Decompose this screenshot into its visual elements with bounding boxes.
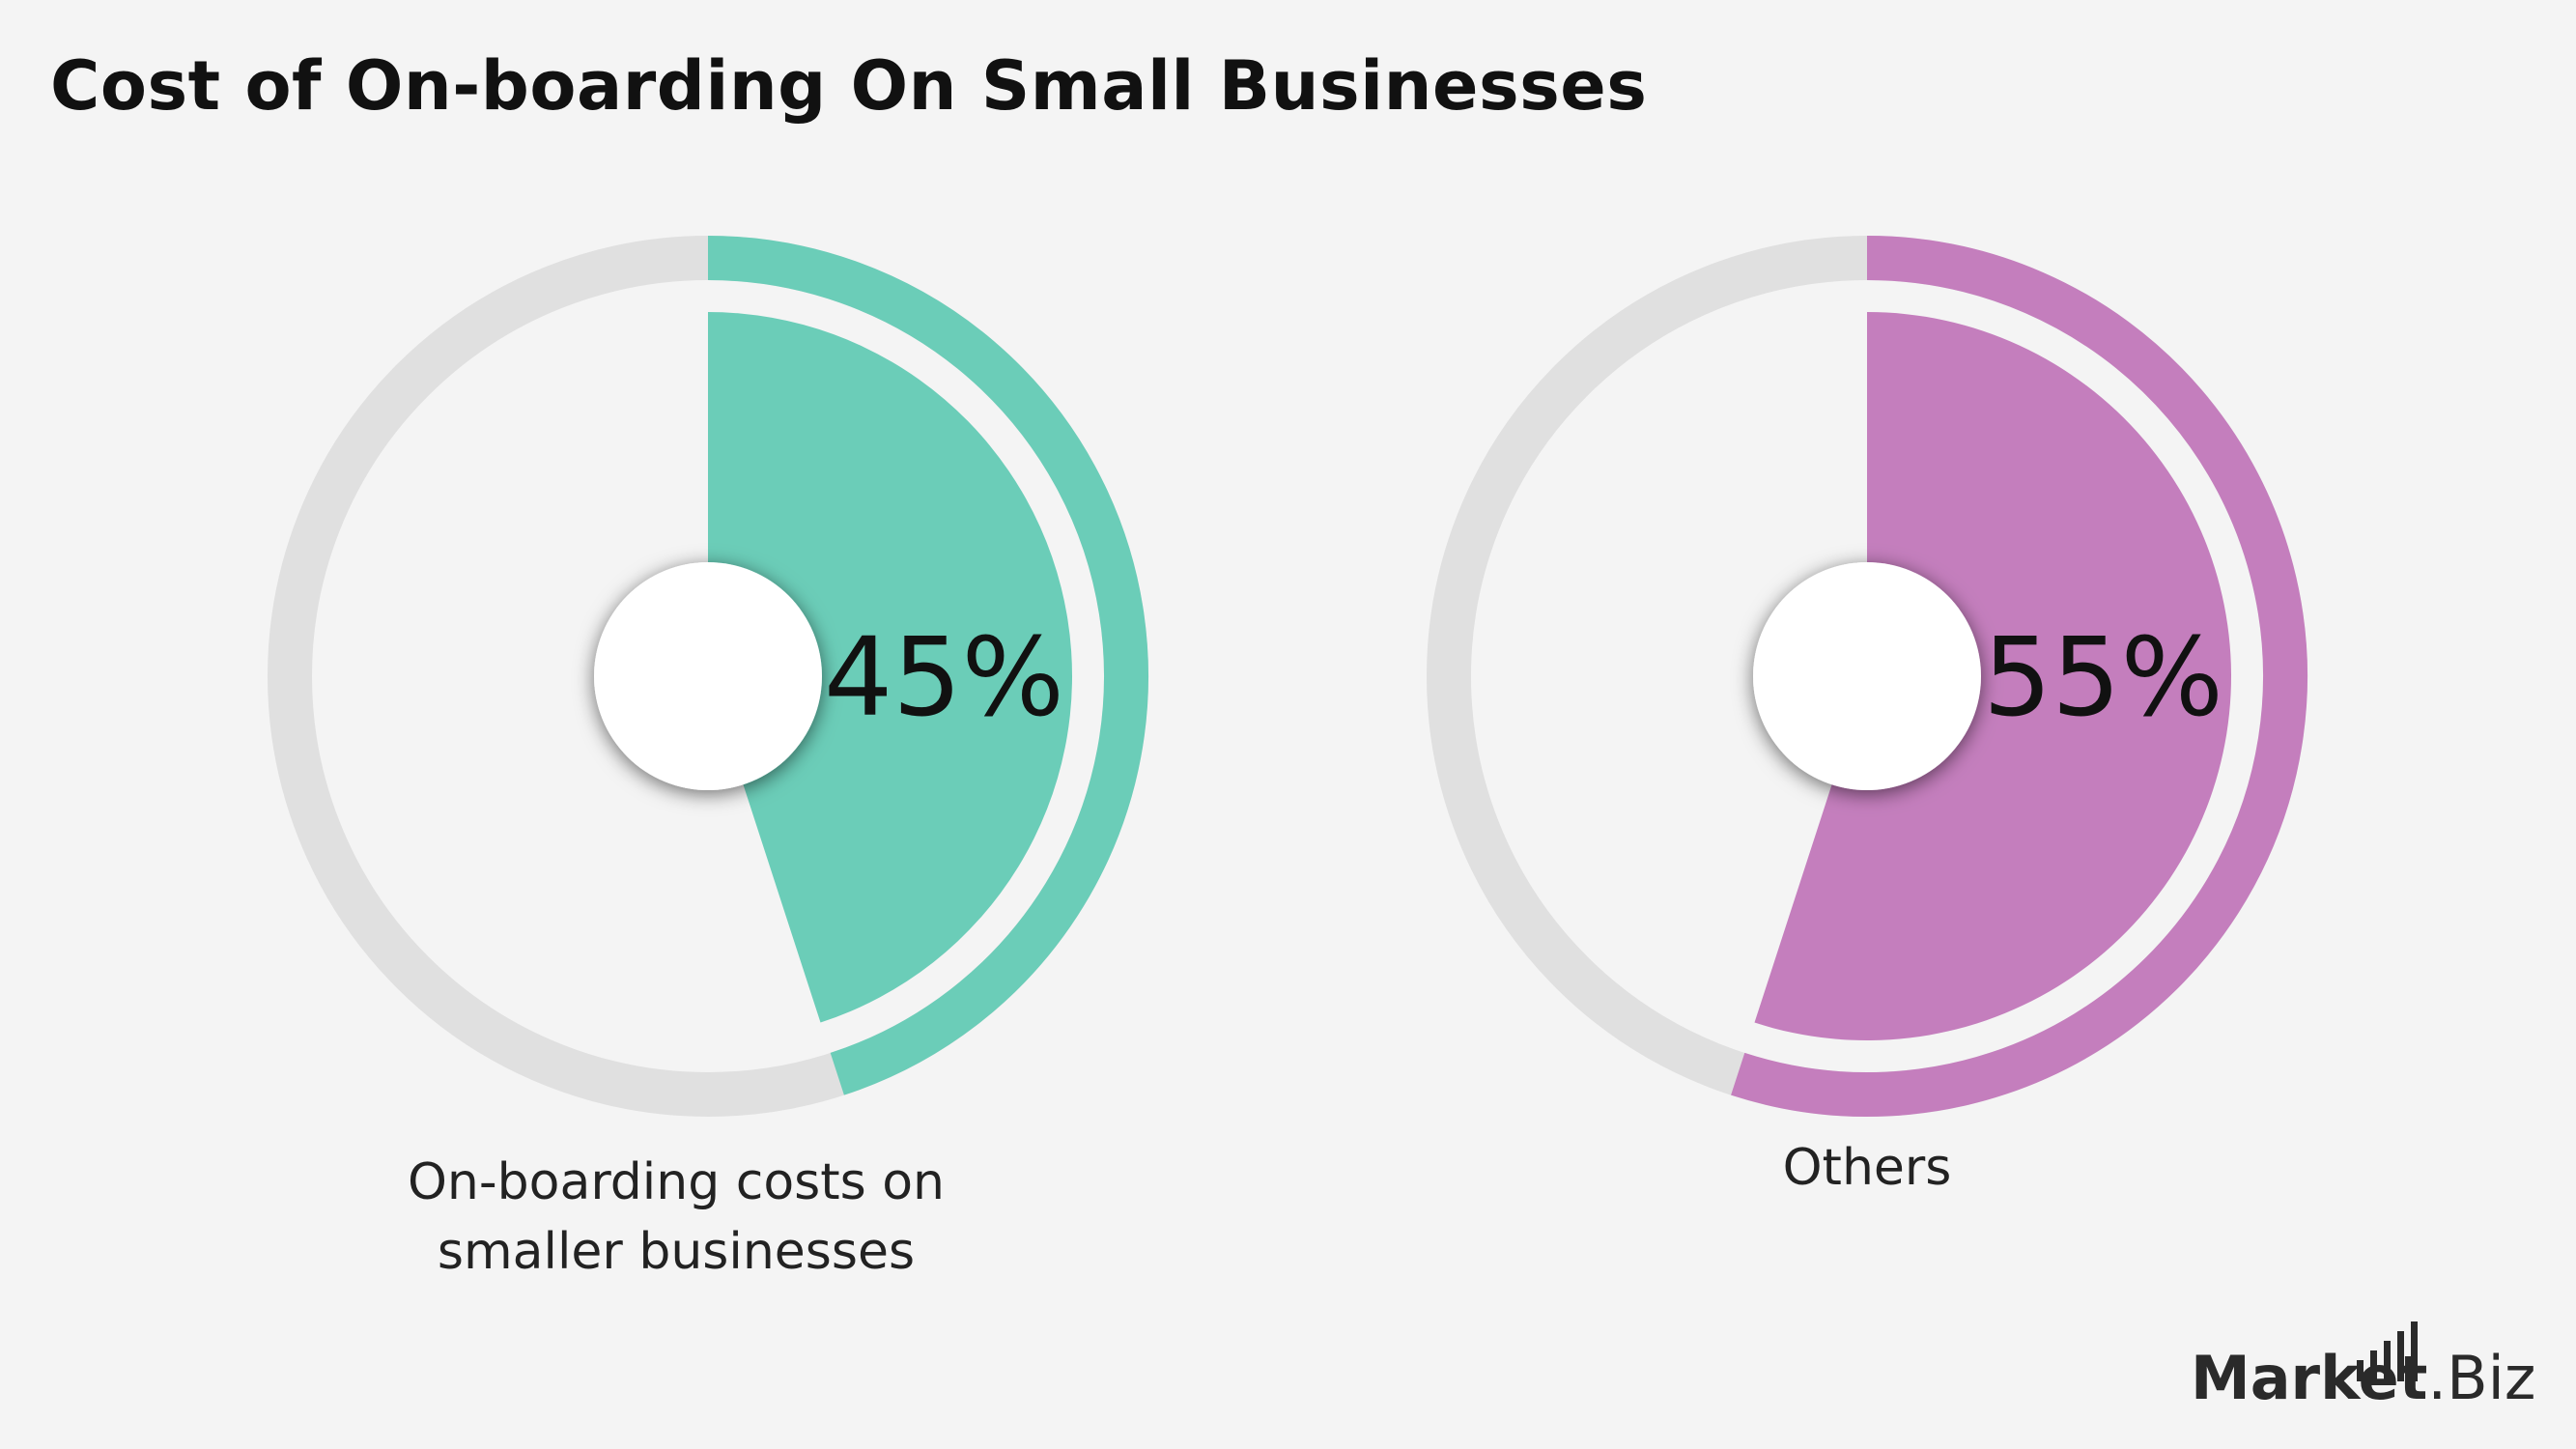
donut-slice	[1754, 312, 2231, 1040]
donut-outer-arc	[1731, 236, 2307, 1117]
data-label: 55%	[1983, 615, 2223, 741]
chart-title: Cost of On-boarding On Small Businesses	[50, 46, 1648, 126]
donut-chart-1: 45%	[268, 236, 1148, 1117]
donut-center-hub	[594, 562, 822, 790]
bars-icon	[2357, 1321, 2418, 1381]
marketbiz-logo: Market.Biz	[2191, 1321, 2535, 1408]
series-label-others: Others	[1782, 1139, 1952, 1197]
series-label-line-1: On-boarding costs on	[407, 1153, 946, 1211]
donut-outer-arc	[707, 236, 1148, 1095]
donut-slice	[708, 312, 1073, 1023]
donut-chart-2: 55%	[1427, 236, 2307, 1117]
series-label-line-2: smaller businesses	[437, 1223, 916, 1281]
logo-suffix: .Biz	[2427, 1343, 2536, 1413]
data-label: 45%	[824, 615, 1064, 741]
series-label-onboarding: On-boarding costs on smaller businesses	[241, 1148, 1111, 1287]
donut-center-hub	[1753, 562, 1981, 790]
